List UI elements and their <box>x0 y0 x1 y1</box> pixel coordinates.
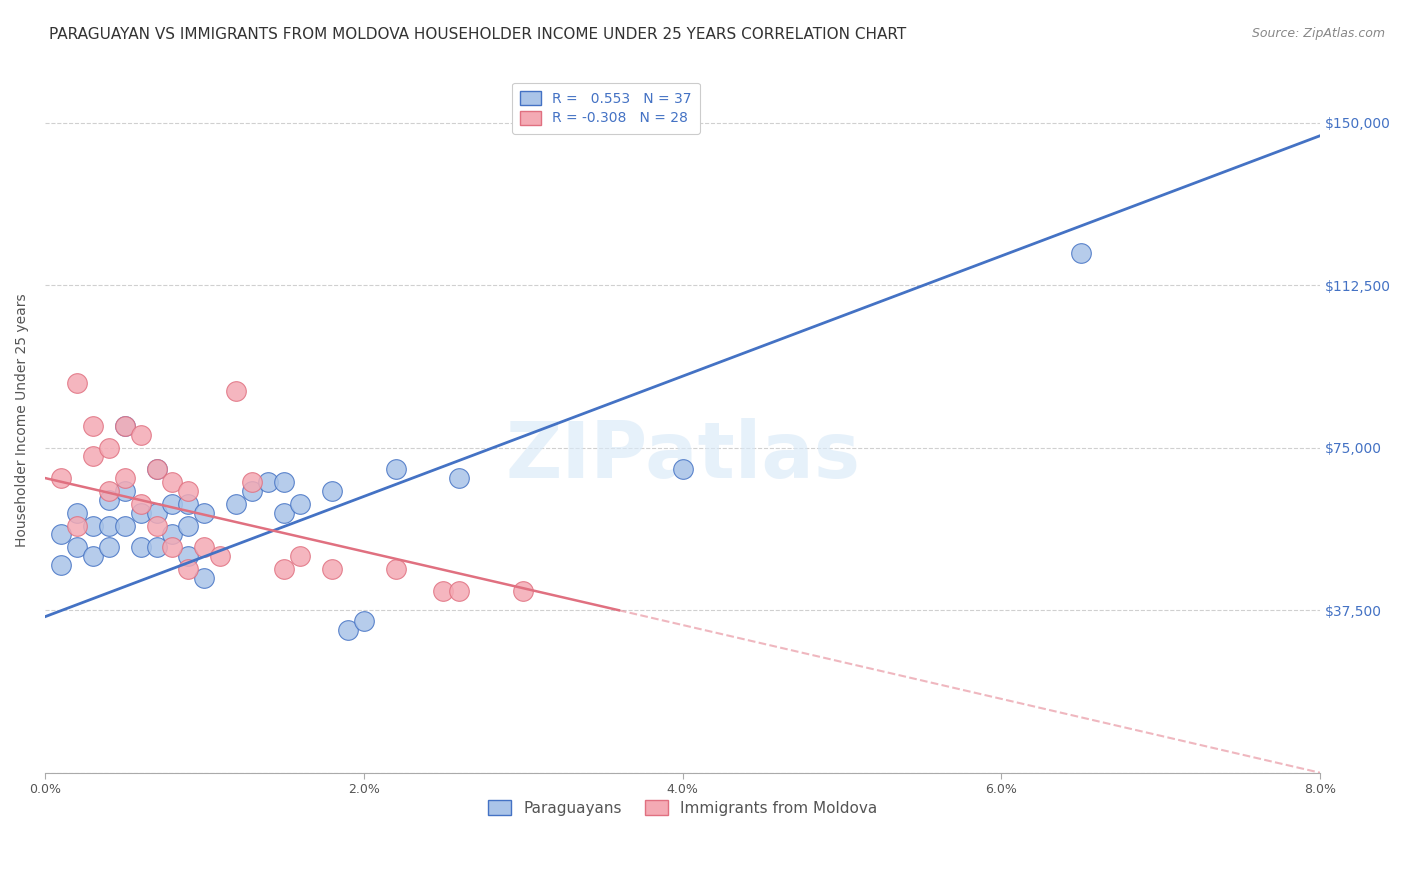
Point <box>82 549 104 563</box>
Point <box>384 562 406 576</box>
Point <box>114 471 136 485</box>
Legend: Paraguayans, Immigrants from Moldova: Paraguayans, Immigrants from Moldova <box>479 790 886 825</box>
Point <box>145 541 167 555</box>
Point <box>273 562 295 576</box>
Text: ZIPatlas: ZIPatlas <box>505 417 860 494</box>
Point <box>97 518 120 533</box>
Point <box>49 527 72 541</box>
Point <box>321 562 343 576</box>
Point <box>162 527 184 541</box>
Point <box>193 541 215 555</box>
Point <box>671 462 693 476</box>
Point <box>449 583 471 598</box>
Point <box>177 484 200 499</box>
Point <box>162 541 184 555</box>
Point <box>114 518 136 533</box>
Point <box>97 541 120 555</box>
Point <box>114 484 136 499</box>
Point <box>145 462 167 476</box>
Point <box>240 475 263 490</box>
Point <box>66 541 89 555</box>
Point <box>257 475 280 490</box>
Point <box>145 518 167 533</box>
Point <box>273 475 295 490</box>
Text: PARAGUAYAN VS IMMIGRANTS FROM MOLDOVA HOUSEHOLDER INCOME UNDER 25 YEARS CORRELAT: PARAGUAYAN VS IMMIGRANTS FROM MOLDOVA HO… <box>49 27 907 42</box>
Point <box>177 497 200 511</box>
Point <box>336 623 359 637</box>
Point <box>225 497 247 511</box>
Point <box>145 506 167 520</box>
Point <box>353 614 375 628</box>
Point <box>114 419 136 434</box>
Point <box>449 471 471 485</box>
Point <box>384 462 406 476</box>
Point <box>114 419 136 434</box>
Point <box>162 475 184 490</box>
Point <box>129 541 152 555</box>
Point <box>97 484 120 499</box>
Point <box>97 492 120 507</box>
Point <box>162 497 184 511</box>
Point <box>82 450 104 464</box>
Point <box>49 558 72 572</box>
Point <box>129 427 152 442</box>
Point <box>321 484 343 499</box>
Point <box>49 471 72 485</box>
Point <box>129 506 152 520</box>
Point <box>512 583 534 598</box>
Point <box>193 571 215 585</box>
Point <box>97 441 120 455</box>
Point <box>82 419 104 434</box>
Point <box>1070 245 1092 260</box>
Point <box>66 518 89 533</box>
Y-axis label: Householder Income Under 25 years: Householder Income Under 25 years <box>15 293 30 548</box>
Point <box>432 583 454 598</box>
Point <box>225 384 247 399</box>
Point <box>209 549 232 563</box>
Point <box>273 506 295 520</box>
Point <box>288 497 311 511</box>
Point <box>240 484 263 499</box>
Point <box>177 562 200 576</box>
Point <box>66 376 89 390</box>
Point <box>66 506 89 520</box>
Point <box>177 549 200 563</box>
Point <box>82 518 104 533</box>
Point <box>129 497 152 511</box>
Point <box>145 462 167 476</box>
Text: Source: ZipAtlas.com: Source: ZipAtlas.com <box>1251 27 1385 40</box>
Point <box>193 506 215 520</box>
Point <box>177 518 200 533</box>
Point <box>288 549 311 563</box>
